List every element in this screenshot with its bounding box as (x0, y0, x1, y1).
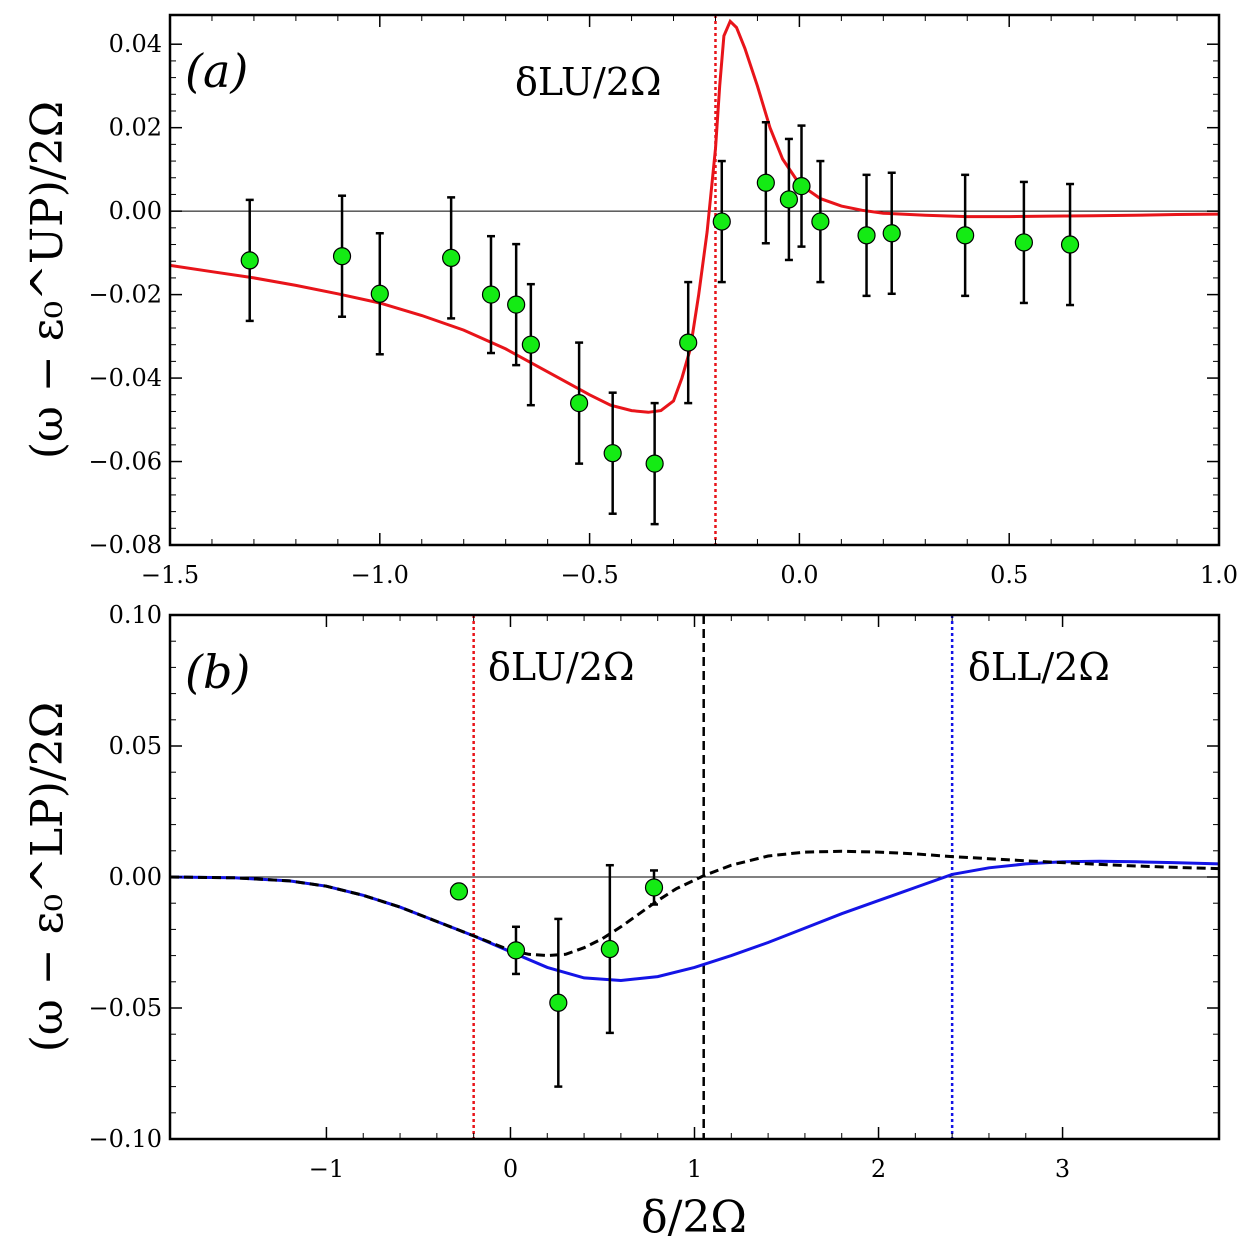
x-tick-label: −1.0 (351, 561, 409, 589)
data-point (644, 878, 664, 897)
data-point (442, 248, 461, 267)
plot-frame (168, 613, 1221, 1141)
x-tick-label: −1.5 (141, 561, 199, 589)
x-tick-label: 0.5 (990, 561, 1028, 589)
x-tick-label: 0.0 (780, 561, 818, 589)
data-point (811, 212, 830, 231)
x-tick-label: −0.5 (560, 561, 618, 589)
y-tick-label: −0.06 (88, 448, 162, 476)
y-tick-label: −0.10 (88, 1125, 162, 1153)
x-tick-label: −1 (309, 1155, 344, 1183)
y-tick-label: 0.00 (109, 197, 162, 225)
x-axis-title: δ/2Ω (641, 1192, 747, 1243)
data-point (956, 226, 975, 245)
data-point (679, 333, 698, 352)
y-tick-label: 0.05 (109, 732, 162, 760)
data-point (1060, 235, 1080, 254)
y-tick-label: 0.10 (109, 601, 162, 629)
data-point (549, 993, 568, 1012)
data-point (779, 190, 799, 209)
x-tick-label: 1.0 (1200, 561, 1238, 589)
x-tick-label: 2 (871, 1155, 886, 1183)
data-point (1014, 233, 1033, 252)
y-tick-label: 0.02 (109, 114, 162, 142)
x-tick-label: 0 (503, 1155, 518, 1183)
panel-b: −1 0 1 2 30.100.050.00−0.05−0.10 (b) δLU/2Ω … (22, 601, 1221, 1243)
data-point (481, 285, 501, 304)
y-axis-title: (ω − ε₀^UP)/2Ω (22, 101, 73, 459)
data-point (370, 284, 389, 303)
vline-annotation-lu: δLU/2Ω (488, 645, 635, 689)
series-line-1 (169, 849, 1220, 958)
x-tick-label: 1 (687, 1155, 702, 1183)
x-tick-label: 3 (1055, 1155, 1070, 1183)
y-tick-label: 0.00 (109, 863, 162, 891)
y-axis-title: (ω − ε₀^LP)/2Ω (22, 702, 73, 1052)
data-point (521, 335, 540, 354)
y-tick-label: −0.05 (88, 994, 162, 1022)
panel-label: (b) (185, 645, 250, 699)
y-tick-label: −0.04 (88, 364, 162, 392)
data-point (240, 251, 259, 270)
data-point (506, 941, 526, 960)
data-point (857, 226, 876, 245)
data-point (603, 444, 622, 463)
data-point (570, 394, 589, 413)
data-point (756, 173, 775, 192)
y-tick-label: 0.04 (109, 30, 162, 58)
data-point (449, 882, 469, 901)
data-point (882, 224, 901, 243)
data-point (507, 295, 526, 314)
plot-frame (168, 13, 1221, 547)
series-line-0 (169, 859, 1220, 983)
data-point (332, 247, 352, 266)
data-point (600, 939, 619, 959)
panel-a: −1.5 −1.0 −0.5 0.0 0.5 1.0 0.04 0.02 0.00 −0.02 −0… (22, 13, 1238, 589)
series-line-0 (169, 18, 1220, 414)
vline-annotation-ll: δLL/2Ω (968, 645, 1110, 689)
vline-annotation: δLU/2Ω (515, 60, 662, 104)
panel-label: (a) (185, 44, 248, 98)
data-point (645, 454, 664, 473)
y-tick-label: −0.08 (88, 531, 162, 559)
data-point (712, 212, 731, 231)
y-tick-label: −0.02 (88, 281, 162, 309)
data-point (792, 177, 811, 196)
